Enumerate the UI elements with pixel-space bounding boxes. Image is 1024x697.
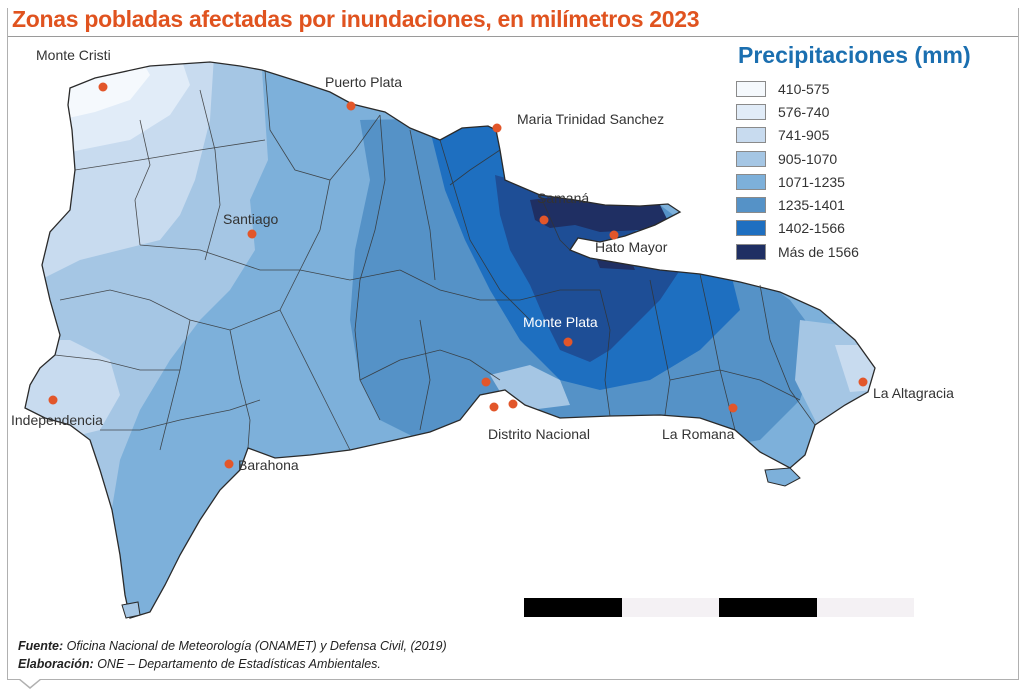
legend-title: Precipitaciones (mm) [738, 42, 971, 68]
city-labels: Monte Cristi Puerto Plata Maria Trinidad… [11, 47, 954, 473]
city-label-hato-mayor: Hato Mayor [595, 239, 668, 255]
legend-item: 1071-1235 [736, 170, 1006, 193]
isla-saona [764, 467, 801, 487]
legend-label: 741-905 [778, 127, 830, 144]
city-label-monte-plata: Monte Plata [523, 314, 598, 330]
city-dot-puerto-plata [346, 101, 356, 111]
scale-segment [816, 598, 914, 617]
legend-label: 576-740 [778, 103, 830, 120]
legend-item: 576-740 [736, 100, 1006, 123]
legend-swatch [736, 197, 766, 214]
legend-label: 1071-1235 [778, 173, 845, 190]
fuente-label: Fuente: [18, 639, 64, 653]
city-label-independencia: Independencia [11, 412, 103, 428]
city-dot-independencia [48, 395, 58, 405]
elaboracion-text: ONE – Departamento de Estadísticas Ambie… [97, 657, 381, 671]
fuente-text: Oficina Nacional de Meteorología (ONAMET… [66, 639, 447, 653]
city-dot-la-romana [728, 403, 738, 413]
legend-swatch [736, 80, 766, 97]
city-label-samana: Samaná [537, 190, 589, 206]
city-label-distrito-nacional: Distrito Nacional [488, 426, 590, 442]
legend-label: 1235-1401 [778, 197, 845, 214]
city-dot-hato-mayor [609, 230, 619, 240]
source-note: Fuente: Oficina Nacional de Meteorología… [18, 637, 447, 673]
legend-swatch [736, 150, 766, 167]
legend: Precipitaciones (mm) 410-575 576-740 741… [736, 42, 1006, 263]
city-dot-distrito-nacional-2 [489, 402, 499, 412]
city-dot-la-altagracia [858, 377, 868, 387]
legend-label: 905-1070 [778, 150, 838, 167]
legend-swatch [736, 103, 766, 120]
legend-item: Más de 1566 [736, 240, 1006, 263]
title-divider [8, 36, 1018, 37]
legend-swatch [736, 220, 766, 237]
elaboracion-line: Elaboración: ONE – Departamento de Estad… [18, 655, 447, 673]
elaboracion-label: Elaboración: [18, 657, 94, 671]
city-dot-distrito-nacional-1 [481, 377, 491, 387]
source-line: Fuente: Oficina Nacional de Meteorología… [18, 637, 447, 655]
scale-bar [524, 598, 914, 617]
scale-segment [719, 598, 817, 617]
legend-swatch [736, 127, 766, 144]
city-markers [48, 82, 868, 469]
city-dot-monte-cristi [98, 82, 108, 92]
legend-label: 410-575 [778, 80, 830, 97]
city-label-santiago: Santiago [223, 211, 278, 227]
legend-label: 1402-1566 [778, 220, 845, 237]
city-dot-samana [539, 215, 549, 225]
legend-item: 741-905 [736, 124, 1006, 147]
legend-label: Más de 1566 [778, 243, 859, 260]
city-label-la-altagracia: La Altagracia [873, 385, 954, 401]
isla-beata [121, 601, 141, 619]
legend-swatch [736, 243, 766, 260]
city-label-puerto-plata: Puerto Plata [325, 74, 402, 90]
city-label-monte-cristi: Monte Cristi [36, 47, 111, 63]
city-label-maria-trinidad-sanchez: Maria Trinidad Sanchez [517, 111, 664, 127]
map-frame [7, 8, 1019, 680]
legend-item: 1402-1566 [736, 217, 1006, 240]
city-dot-maria-trinidad-sanchez [492, 123, 502, 133]
city-dot-santiago [247, 229, 257, 239]
city-dot-monte-plata [563, 337, 573, 347]
legend-item: 410-575 [736, 77, 1006, 100]
city-label-la-romana: La Romana [662, 426, 735, 442]
map-title: Zonas pobladas afectadas por inundacione… [12, 6, 700, 32]
legend-item: 1235-1401 [736, 193, 1006, 216]
legend-item: 905-1070 [736, 147, 1006, 170]
scale-segment [621, 598, 719, 617]
frame-notch-inner [19, 678, 41, 687]
scale-segment [524, 598, 622, 617]
legend-swatch [736, 173, 766, 190]
city-dot-distrito-nacional-3 [508, 399, 518, 409]
city-label-barahona: Barahona [238, 457, 299, 473]
city-dot-barahona [224, 459, 234, 469]
province-boundaries [54, 69, 816, 451]
